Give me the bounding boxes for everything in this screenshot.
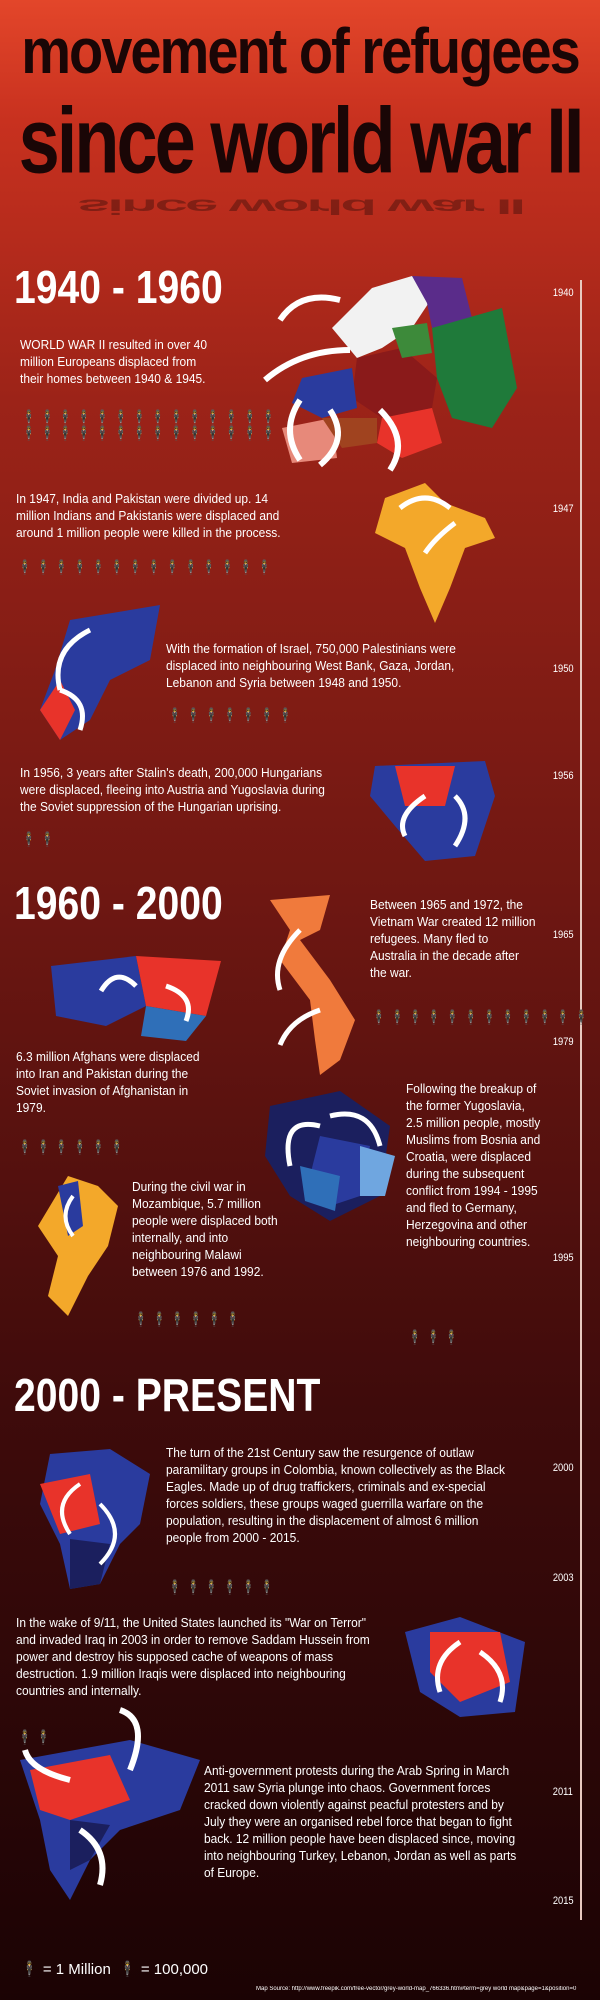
hungary-map [370,761,495,861]
ww2-people: 🕴 🕴 🕴 🕴 🕴 🕴 🕴 🕴 🕴 🕴 🕴 🕴 🕴 🕴 [20,409,278,425]
syria-text: Anti-government protests during the Arab… [204,1763,517,1880]
colombia-people: 🕴 🕴 🕴 🕴 🕴 🕴 [166,1579,276,1595]
timeline-2015: 2015 [552,1895,574,1907]
iraq-text: In the wake of 9/11, the United States l… [16,1615,370,1698]
mozambique-text: During the civil war in Mozambique, 5.7 … [132,1179,278,1279]
era-heading-1960-2000: 1960 - 2000 [14,877,223,929]
india-people: 🕴 🕴 🕴 🕴 🕴 🕴 🕴 🕴 🕴 🕴 🕴 🕴 🕴 🕴 [16,559,274,575]
israel-map [40,605,160,740]
yugoslavia-map [265,1091,395,1221]
map-source: Map Source: http://www.freepik.com/free-… [256,1986,577,1992]
timeline-1956: 1956 [552,770,574,782]
title-line1: movement of refugees [21,14,581,87]
yugo-people: 🕴 🕴 🕴 [406,1329,461,1345]
timeline-1995: 1995 [552,1252,574,1264]
hungary-text: In 1956, 3 years after Stalin's death, 2… [20,765,325,814]
timeline-1950: 1950 [552,663,574,675]
title-line2: since world war II [18,88,585,193]
afghan-text: 6.3 million Afghans were displaced into … [16,1049,200,1115]
hungary-people: 🕴 🕴 [20,831,56,847]
timeline-1940: 1940 [552,287,574,299]
yellow-person-icon: 🕴 [118,1961,137,1978]
legend-red: 🕴 = 1 Million [20,1961,111,1978]
afghan-people: 🕴 🕴 🕴 🕴 🕴 🕴 [16,1139,126,1155]
colombia-text: The turn of the 21st Century saw the res… [166,1445,506,1545]
timeline-1947: 1947 [552,503,574,515]
red-person-icon: 🕴 [20,1961,39,1978]
syria-map [20,1707,200,1900]
timeline-2000: 2000 [552,1462,574,1474]
timeline-1979: 1979 [552,1036,574,1048]
israel-text: With the formation of Israel, 750,000 Pa… [166,641,456,690]
timeline-2003: 2003 [552,1572,574,1584]
vietnam-people: 🕴 🕴 🕴 🕴 🕴 🕴 🕴 🕴 🕴 🕴 🕴 🕴 [370,1009,591,1025]
israel-people: 🕴 🕴 🕴 🕴 🕴 🕴 🕴 [166,707,295,723]
title-reflection: since world war II [76,194,524,219]
vietnam-map [270,895,355,1075]
india-text: In 1947, India and Pakistan were divided… [16,491,281,540]
era-heading-2000-present: 2000 - PRESENT [14,1369,321,1421]
ww2-people-row2: 🕴 🕴 🕴 🕴 🕴 🕴 🕴 🕴 🕴 🕴 🕴 🕴 🕴 🕴 [20,425,278,441]
yugo-text: Following the breakup of the former Yugo… [406,1081,541,1249]
vietnam-text: Between 1965 and 1972, the Vietnam War c… [370,897,536,980]
india-map [375,483,495,623]
mozambique-map [38,1176,118,1316]
timeline-axis [580,280,582,1920]
iraq-people: 🕴 🕴 [16,1729,52,1745]
europe-arrows [263,294,401,472]
colombia-map [40,1449,150,1589]
ww2-text: WORLD WAR II resulted in over 40 million… [20,337,207,386]
iraq-map [405,1617,525,1717]
afghanistan-map [51,956,221,1041]
timeline-2011: 2011 [552,1786,573,1798]
legend-yellow: 🕴 = 100,000 [118,1961,209,1978]
era-heading-1940-1960: 1940 - 1960 [14,261,223,313]
timeline-1965: 1965 [552,929,574,941]
mozambique-people: 🕴 🕴 🕴 🕴 🕴 🕴 [132,1311,242,1327]
